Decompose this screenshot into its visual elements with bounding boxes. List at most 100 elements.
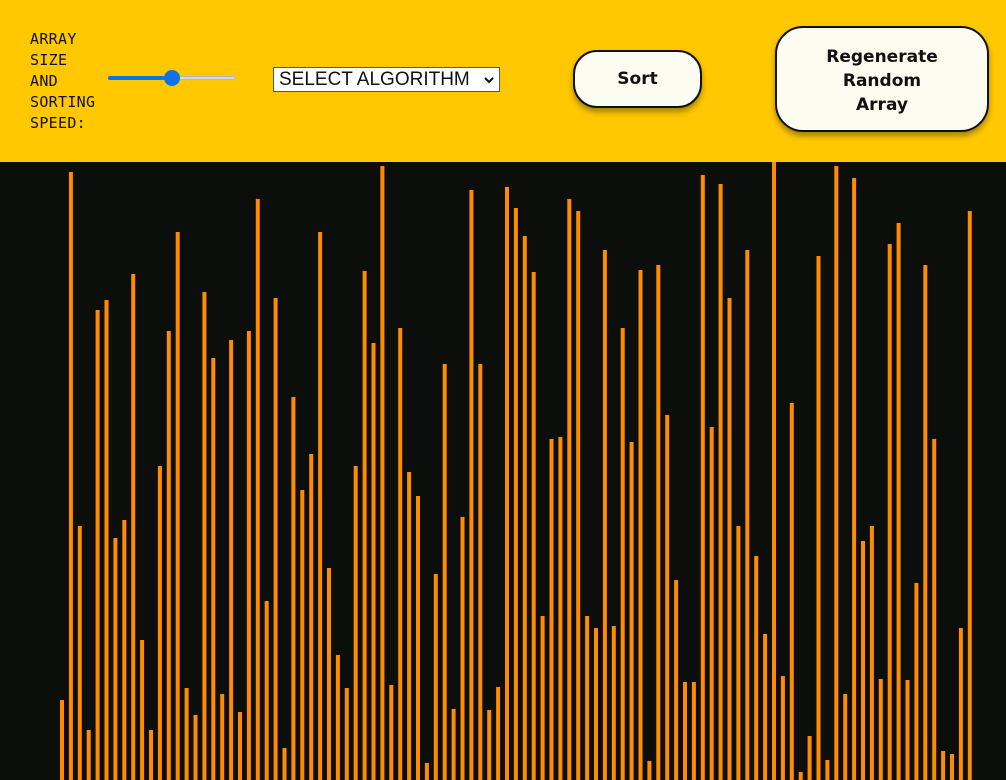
array-bar [967, 211, 972, 780]
array-bar [825, 760, 830, 780]
array-bar [238, 712, 242, 780]
array-bar [531, 272, 536, 780]
array-bar [104, 300, 109, 780]
array-bar [691, 682, 696, 780]
array-bar [683, 682, 687, 780]
array-bar [905, 680, 910, 780]
array-bar [843, 694, 848, 780]
array-bar [469, 190, 474, 780]
array-bar [229, 340, 234, 780]
array-bar [807, 736, 812, 780]
array-bar [950, 754, 954, 780]
array-bar [68, 172, 73, 780]
array-bar [166, 331, 171, 780]
array-bar [941, 751, 946, 780]
array-bar [193, 715, 198, 780]
array-bar [932, 439, 937, 780]
array-bar [362, 271, 367, 780]
array-bar [558, 437, 563, 780]
array-bar [896, 223, 901, 780]
array-bar [772, 162, 776, 780]
array-bar [95, 310, 100, 780]
algorithm-select[interactable]: SELECT ALGORITHM [273, 67, 500, 92]
array-bar [149, 730, 153, 780]
array-bar [282, 748, 287, 780]
array-bar [585, 616, 590, 780]
array-bar [620, 328, 625, 780]
array-bar [709, 427, 714, 780]
array-bar [638, 270, 643, 780]
array-bar [86, 730, 91, 780]
array-bar [122, 520, 127, 780]
array-bar [496, 687, 501, 780]
array-bar [335, 655, 340, 780]
array-bar [674, 580, 679, 780]
array-bar [834, 166, 839, 780]
array-bar [487, 710, 492, 780]
array-bar [576, 211, 581, 780]
array-bar [353, 466, 358, 780]
array-bar [380, 166, 385, 780]
chevron-down-icon [484, 77, 494, 84]
slider-fill [108, 76, 172, 80]
array-bar [211, 358, 216, 780]
array-bar [780, 676, 785, 780]
array-bar [914, 583, 919, 780]
array-bar [398, 328, 403, 780]
array-bar [629, 442, 634, 780]
array-bar [549, 439, 554, 780]
array-bar [407, 472, 412, 780]
array-bar [869, 526, 874, 780]
array-bar [567, 199, 572, 780]
array-bar [878, 679, 883, 780]
array-bar [861, 541, 865, 780]
array-bar [611, 626, 616, 780]
array-bar [754, 556, 759, 780]
array-bar [505, 187, 509, 780]
array-bar [433, 574, 438, 780]
array-bar [852, 178, 857, 780]
slider-thumb[interactable] [164, 70, 180, 86]
array-bar [389, 685, 394, 780]
array-bar [478, 364, 483, 780]
array-bar [131, 274, 136, 780]
array-bar [246, 331, 251, 780]
array-bar [264, 601, 269, 780]
array-bar [202, 292, 207, 780]
array-bar [602, 250, 607, 780]
array-bar [958, 628, 963, 780]
array-bar [318, 232, 323, 780]
array-bar [887, 244, 892, 780]
array-bar [816, 256, 821, 780]
array-bar [424, 763, 429, 780]
array-bar [220, 694, 225, 780]
array-bar [700, 175, 705, 780]
array-bar [273, 298, 278, 780]
array-bar [371, 343, 376, 780]
array-size-speed-label: ARRAY SIZE AND SORTING SPEED: [30, 30, 96, 132]
array-bar [60, 700, 64, 780]
array-bar [594, 628, 598, 780]
array-bar [175, 232, 180, 780]
sort-button[interactable]: Sort [573, 50, 702, 108]
array-bar [540, 616, 545, 780]
array-bar [460, 517, 465, 780]
array-bar [522, 236, 527, 780]
array-bar [745, 250, 750, 780]
array-bar [113, 538, 118, 780]
array-size-speed-slider[interactable] [108, 70, 238, 86]
array-bar [291, 397, 296, 780]
array-bar [718, 184, 723, 780]
array-bar [763, 634, 768, 780]
array-bar [647, 761, 652, 780]
array-bar [736, 526, 741, 780]
regenerate-array-button[interactable]: Regenerate Random Array [775, 26, 989, 132]
array-bar [184, 688, 189, 780]
algorithm-select-value: SELECT ALGORITHM [279, 69, 470, 90]
array-bar [789, 403, 794, 780]
array-bar [727, 298, 732, 780]
array-bar [327, 568, 331, 780]
array-bar [157, 466, 162, 780]
array-bar [309, 454, 314, 780]
array-bar [923, 265, 928, 780]
